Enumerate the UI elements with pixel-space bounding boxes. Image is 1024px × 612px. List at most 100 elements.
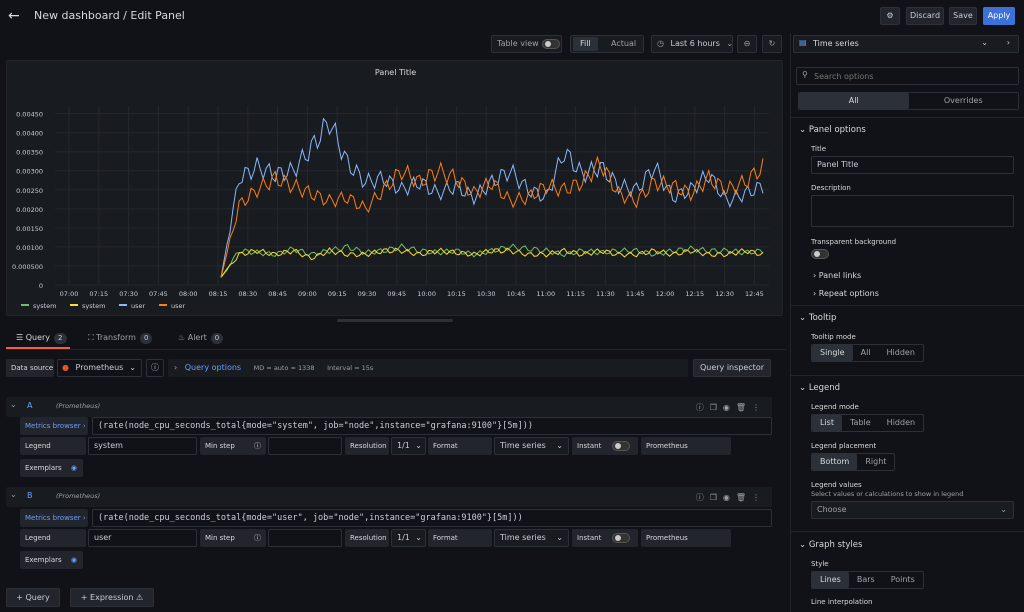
min-step-input-a[interactable] [268,437,342,455]
datasource-help-button[interactable]: ⓘ [146,359,164,377]
copy-icon[interactable]: ❐ [709,493,723,502]
panel-title-input[interactable]: Panel Title [811,156,1014,174]
legend-values-label: Legend values [811,481,862,489]
chevron-down-icon: ⌄ [415,533,422,542]
y-tick-label: 0 [39,282,43,290]
trash-icon[interactable]: 🗑 [735,403,752,412]
tab-transform[interactable]: ⛶ Transform 0 [88,329,168,349]
time-series-chart[interactable]: 0 0.000500 0.00100 0.00150 0.00200 0.00250 0.0… [7,61,784,317]
drag-handle-icon[interactable]: ⋮ [752,403,766,412]
description-label: Description [811,184,851,192]
query-a-expression[interactable]: (rate(node_cpu_seconds_total{mode="syste… [92,417,772,435]
discard-button[interactable]: Discard [906,7,944,25]
overrides-tab[interactable]: Overrides [943,96,983,105]
tooltip-single-option[interactable]: Single [812,345,853,361]
add-query-button[interactable]: + Query [6,588,60,607]
x-tick-label: 12:00 [656,290,675,298]
apply-button[interactable]: Apply [983,7,1015,25]
description-textarea[interactable] [811,195,1014,227]
resolution-select-b[interactable]: 1/1 ⌄ [391,529,426,547]
format-label-a: Format [428,437,492,455]
fill-button[interactable]: Fill [573,37,598,51]
legend-bottom-option[interactable]: Bottom [812,454,858,470]
style-lines-option[interactable]: Lines [812,572,849,588]
all-options-tab[interactable]: All [799,93,909,109]
style-bars-option[interactable]: Bars [856,575,875,584]
format-select-b[interactable]: Time series ⌄ [494,529,569,547]
query-b-header[interactable]: ⌄ B (Prometheus) ⓘ❐◉🗑⋮ [6,487,772,507]
add-expression-button[interactable]: + Expression ⚠ [70,588,154,607]
x-tick-label: 11:00 [536,290,555,298]
panel-toolbar: Table view Fill Actual ◷ Last 6 hours ⌄ … [0,33,790,55]
repeat-options-section[interactable]: › Repeat options [813,289,879,298]
instant-toggle-a[interactable] [612,441,630,451]
min-step-input-b[interactable] [268,529,342,547]
metrics-browser-button-a[interactable]: Metrics browser › [20,417,88,435]
format-select-a[interactable]: Time series ⌄ [494,437,569,455]
legend-values-select[interactable]: Choose ⌄ [811,501,1014,519]
instant-toggle-b[interactable] [612,533,630,543]
tab-query[interactable]: ☰ Query 2 [6,329,70,349]
style-points-option[interactable]: Points [890,575,915,584]
x-tick-label: 12:30 [715,290,734,298]
help-icon[interactable]: ⓘ [695,403,710,412]
settings-button[interactable]: ⚙ [880,7,900,25]
trash-icon[interactable]: 🗑 [735,493,752,502]
copy-icon[interactable]: ❐ [709,403,723,412]
tab-alert[interactable]: ♨ Alert 0 [178,329,238,349]
table-view-switch[interactable] [542,39,560,49]
table-view-toggle[interactable]: Table view [491,35,562,53]
tooltip-all-option[interactable]: All [860,348,871,357]
transparent-background-toggle[interactable] [811,249,829,259]
datasource-picker[interactable]: ● Prometheus ⌄ [57,359,142,377]
chevron-down-icon: ⌄ [556,533,563,542]
legend-right-option[interactable]: Right [865,457,887,466]
legend-label-a: Legend [20,437,86,455]
x-tick-label: 07:15 [89,290,108,298]
legend-input-a[interactable]: system [88,437,197,455]
gear-icon: ⚙ [886,11,894,20]
legend-entry: system [33,302,57,310]
graph-styles-section[interactable]: ⌄ Graph styles [799,540,862,550]
back-arrow-icon[interactable]: ← [8,8,20,24]
legend-heading: Legend [808,383,841,393]
legend-table-option[interactable]: Table [849,418,871,427]
options-pane: ▤ Time series ⌄ › ⚲ All Overrides ⌄ Pane… [790,33,1024,612]
search-options-field[interactable]: ⚲ [796,67,1019,85]
tooltip-hidden-option[interactable]: Hidden [886,348,915,357]
query-b-expression[interactable]: (rate(node_cpu_seconds_total{mode="user"… [92,509,772,527]
legend-section[interactable]: ⌄ Legend [799,383,840,393]
eye-icon[interactable]: ◉ [70,556,77,564]
metrics-browser-button-b[interactable]: Metrics browser › [20,509,88,527]
legend-list-option[interactable]: List [812,415,842,431]
tab-transform-count: 0 [139,333,153,344]
resolution-value: 1/1 [397,533,410,542]
legend-input-b[interactable]: user [88,529,197,547]
visualization-picker[interactable]: ▤ Time series ⌄ › [793,35,1019,53]
legend-hidden-option[interactable]: Hidden [886,418,916,427]
eye-icon[interactable]: ◉ [722,493,736,502]
eye-icon[interactable]: ◉ [70,464,77,472]
query-a-header[interactable]: ⌄ A (Prometheus) ⓘ❐◉🗑⋮ [6,397,772,417]
resolution-select-a[interactable]: 1/1 ⌄ [391,437,426,455]
actual-button[interactable]: Actual [611,39,637,48]
query-options-bar[interactable]: › Query options MD = auto = 1338 Interva… [168,359,688,377]
refresh-button[interactable]: ↻ [762,35,782,53]
query-inspector-button[interactable]: Query inspector [693,359,771,377]
query-b-actions[interactable]: ⓘ❐◉🗑⋮ [696,492,766,503]
help-icon[interactable]: ⓘ [695,493,710,502]
query-a-actions[interactable]: ⓘ❐◉🗑⋮ [696,402,766,413]
chevron-right-icon[interactable]: › [1006,38,1010,47]
search-options-input[interactable] [814,70,1009,82]
eye-icon[interactable]: ◉ [722,403,736,412]
drag-handle-icon[interactable]: ⋮ [752,493,766,502]
panel-options-section[interactable]: ⌄ Panel options [799,125,866,135]
zoom-out-button[interactable]: ⊖ [737,35,757,53]
time-range-picker[interactable]: ◷ Last 6 hours ⌄ [651,35,733,53]
tooltip-section[interactable]: ⌄ Tooltip [799,313,836,323]
pane-splitter[interactable] [337,319,453,322]
save-button[interactable]: Save [949,7,977,25]
panel-links-section[interactable]: › Panel links [813,271,861,280]
exemplars-text: Exemplars [25,464,62,472]
tabs-divider [6,349,786,350]
